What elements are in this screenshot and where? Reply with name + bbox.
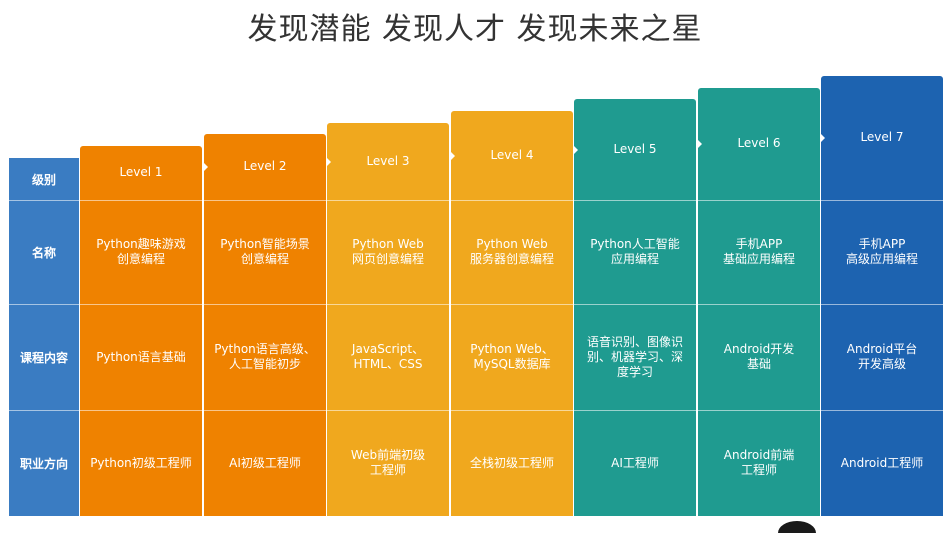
level-column: Level 7 [821,76,943,516]
cell-career: AI工程师 [611,455,659,470]
cell-content: Python Web、 MySQL数据库 [470,342,554,371]
column-divider [202,200,203,516]
cell-content: 语音识别、图像识 别、机器学习、深 度学习 [586,334,683,379]
step-arrow-icon [203,162,208,172]
row-header-level: 级别 [9,158,79,200]
column-divider [820,200,821,516]
cell-content: Python语言基础 [96,349,186,364]
level-label: Level 6 [737,136,781,150]
level-column: Level 3 [327,123,449,516]
cell-content: Python语言高级、 人工智能初步 [214,342,316,371]
step-arrow-icon [326,156,331,167]
step-arrow-icon [820,133,825,143]
row-header-content: 课程内容 [9,304,79,410]
level-label: Level 5 [613,141,657,156]
column-divider [449,200,450,516]
column-divider [573,200,574,516]
cell-name: 手机APP 高级应用编程 [845,237,918,266]
level-column: Level 1 [80,146,202,516]
step-arrow-icon [450,150,455,161]
row-header-name: 名称 [9,200,79,304]
level-label: Level 7 [860,130,904,144]
row-divider [9,410,945,411]
cell-content: Android平台 开发高级 [846,342,918,371]
cell-career: Web前端初级 工程师 [350,448,426,477]
row-divider [9,200,945,201]
person-photo [778,521,816,533]
cell-career: 全栈初级工程师 [469,455,554,470]
cell-content: JavaScript、 HTML、CSS [351,342,425,371]
row-divider [9,304,945,305]
level-label: Level 3 [366,153,410,168]
step-arrow-icon [697,139,702,149]
level-column: Level 2 [204,134,326,516]
level-label: Level 4 [490,147,534,162]
row-header-career: 职业方向 [9,410,79,516]
column-divider [326,200,327,516]
column-divider [696,200,697,516]
level-column: Level 6 [698,88,820,516]
cell-name: Python智能场景 创意编程 [220,237,310,266]
cell-name: Python趣味游戏 创意编程 [96,237,186,266]
cell-career: Python初级工程师 [90,455,192,470]
cell-career: Android前端 工程师 [723,448,795,477]
cell-content: Android开发 基础 [723,342,795,371]
cell-name: Python Web 服务器创意编程 [469,237,554,266]
cell-name: 手机APP 基础应用编程 [722,237,795,266]
cell-name: Python Web 网页创意编程 [351,237,424,266]
cell-career: Android工程师 [840,455,924,470]
level-column: Level 4 [451,111,573,516]
page-title: 发现潜能 发现人才 发现未来之星 [247,12,703,47]
cell-name: Python人工智能 应用编程 [590,237,680,266]
cell-career: AI初级工程师 [229,455,301,470]
level-label: Level 1 [119,165,163,179]
step-arrow-icon [573,144,578,155]
level-label: Level 2 [243,159,287,173]
level-column: Level 5 [574,99,696,516]
